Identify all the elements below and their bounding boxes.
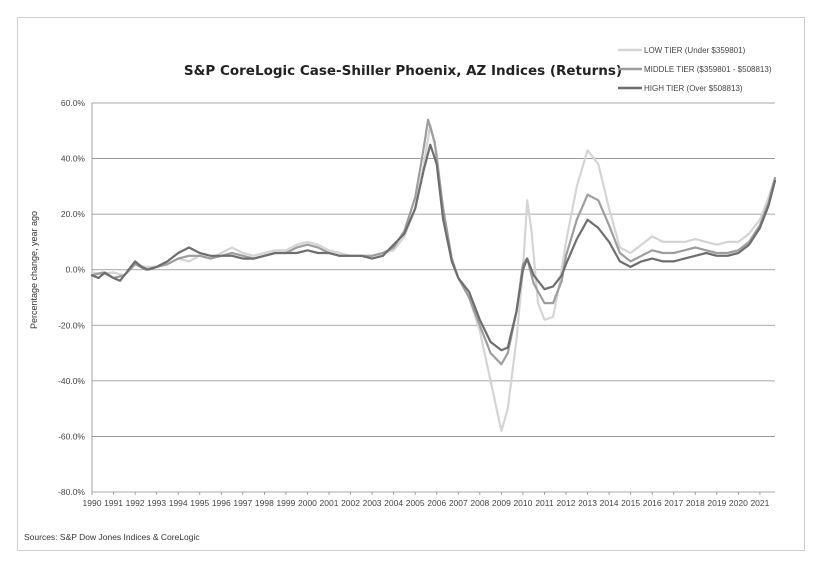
x-tick-label: 1995 — [190, 498, 209, 508]
series-line-0 — [90, 124, 777, 432]
x-tick-label: 2008 — [470, 498, 489, 508]
x-tick-label: 2013 — [578, 498, 597, 508]
x-axis-ticks: 1990 1991 1992 1993 1994 1995 1996 1997 1998 1999… — [83, 492, 770, 508]
x-tick-label: 2014 — [600, 498, 619, 508]
x-tick-label: 2000 — [298, 498, 317, 508]
legend-label-0: LOW TIER (Under $359801) — [644, 46, 746, 55]
x-tick-label: 2020 — [729, 498, 748, 508]
x-tick-label: 1996 — [212, 498, 231, 508]
grid — [91, 102, 775, 493]
y-tick-label: 20.0% — [61, 209, 86, 219]
x-tick-label: 2012 — [557, 498, 576, 508]
legend-label-1: MIDDLE TIER ($359801 - $508813) — [644, 65, 772, 74]
series-lines — [90, 118, 777, 432]
x-tick-label: 1993 — [147, 498, 166, 508]
x-tick-label: 1992 — [126, 498, 145, 508]
x-tick-label: 2001 — [320, 498, 339, 508]
legend: LOW TIER (Under $359801) MIDDLE TIER ($35… — [618, 46, 772, 93]
y-axis-label: Percentage change, year ago — [29, 211, 39, 329]
series-line-2 — [90, 143, 777, 352]
chart-title: S&P CoreLogic Case-Shiller Phoenix, AZ I… — [184, 63, 622, 79]
x-tick-label: 2015 — [621, 498, 640, 508]
x-tick-label: 2019 — [707, 498, 726, 508]
y-tick-label: -60.0% — [58, 431, 85, 441]
x-tick-label: 2010 — [513, 498, 532, 508]
x-tick-label: 2009 — [492, 498, 511, 508]
source-note: Sources: S&P Dow Jones Indices & CoreLog… — [24, 532, 200, 542]
x-tick-label: 1990 — [83, 498, 102, 508]
x-tick-label: 2021 — [750, 498, 769, 508]
x-tick-label: 1998 — [255, 498, 274, 508]
y-axis-ticks: 60.0% 40.0% 20.0% 0.0% -20.0% -40.0% -60.0% -80… — [58, 98, 85, 497]
x-tick-label: 2007 — [449, 498, 468, 508]
x-tick-label: 2006 — [427, 498, 446, 508]
x-tick-label: 2003 — [363, 498, 382, 508]
y-tick-label: -80.0% — [58, 487, 85, 497]
x-tick-label: 2018 — [686, 498, 705, 508]
x-tick-label: 1999 — [276, 498, 295, 508]
x-tick-label: 1994 — [169, 498, 188, 508]
y-tick-label: 0.0% — [66, 265, 86, 275]
x-tick-label: 1991 — [104, 498, 123, 508]
x-tick-label: 2005 — [406, 498, 425, 508]
x-tick-label: 2011 — [535, 498, 554, 508]
series-line-1 — [90, 118, 777, 366]
y-tick-label: 40.0% — [61, 154, 86, 164]
y-tick-label: -20.0% — [58, 320, 85, 330]
chart-frame — [17, 17, 805, 551]
x-tick-label: 2002 — [341, 498, 360, 508]
y-tick-label: 60.0% — [61, 98, 86, 108]
x-tick-label: 1997 — [233, 498, 252, 508]
y-tick-label: -40.0% — [58, 376, 85, 386]
x-tick-label: 2017 — [664, 498, 683, 508]
x-tick-label: 2016 — [643, 498, 662, 508]
x-tick-label: 2004 — [384, 498, 403, 508]
legend-label-2: HIGH TIER (Over $508813) — [644, 84, 743, 93]
